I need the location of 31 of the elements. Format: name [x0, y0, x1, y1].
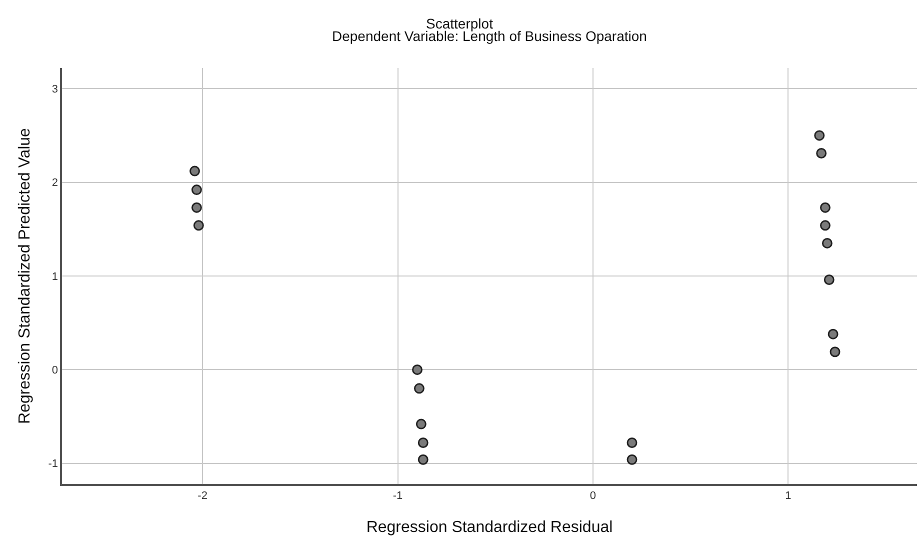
x-tick-label: 0	[590, 490, 596, 502]
x-axis-title: Regression Standardized Residual	[366, 519, 613, 536]
point	[814, 130, 825, 141]
point	[820, 220, 830, 231]
point	[828, 328, 838, 340]
point	[626, 454, 638, 465]
point	[626, 438, 638, 448]
point	[822, 238, 832, 248]
point	[412, 364, 423, 375]
y-tick-label: -1	[48, 458, 58, 470]
point	[816, 148, 827, 159]
point	[191, 184, 202, 196]
x-tick-label: -1	[392, 490, 403, 502]
point	[414, 383, 424, 394]
point	[191, 202, 202, 213]
point	[416, 418, 426, 430]
chart-title: Scatterplot	[426, 16, 494, 32]
point	[189, 166, 200, 176]
y-axis-title: Regression Standardized Predicted Value	[16, 128, 34, 424]
point	[830, 346, 840, 358]
point	[418, 454, 428, 465]
y-tick-label: 1	[52, 270, 58, 283]
point	[824, 274, 834, 285]
x-tick-label: 1	[785, 490, 792, 502]
point	[820, 202, 830, 213]
point	[193, 220, 204, 231]
x-tick-label: -2	[198, 490, 208, 502]
y-tick-label: 0	[52, 364, 58, 377]
y-tick-label: 2	[52, 177, 58, 190]
y-tick-label: 3	[52, 83, 58, 96]
point	[418, 438, 428, 448]
